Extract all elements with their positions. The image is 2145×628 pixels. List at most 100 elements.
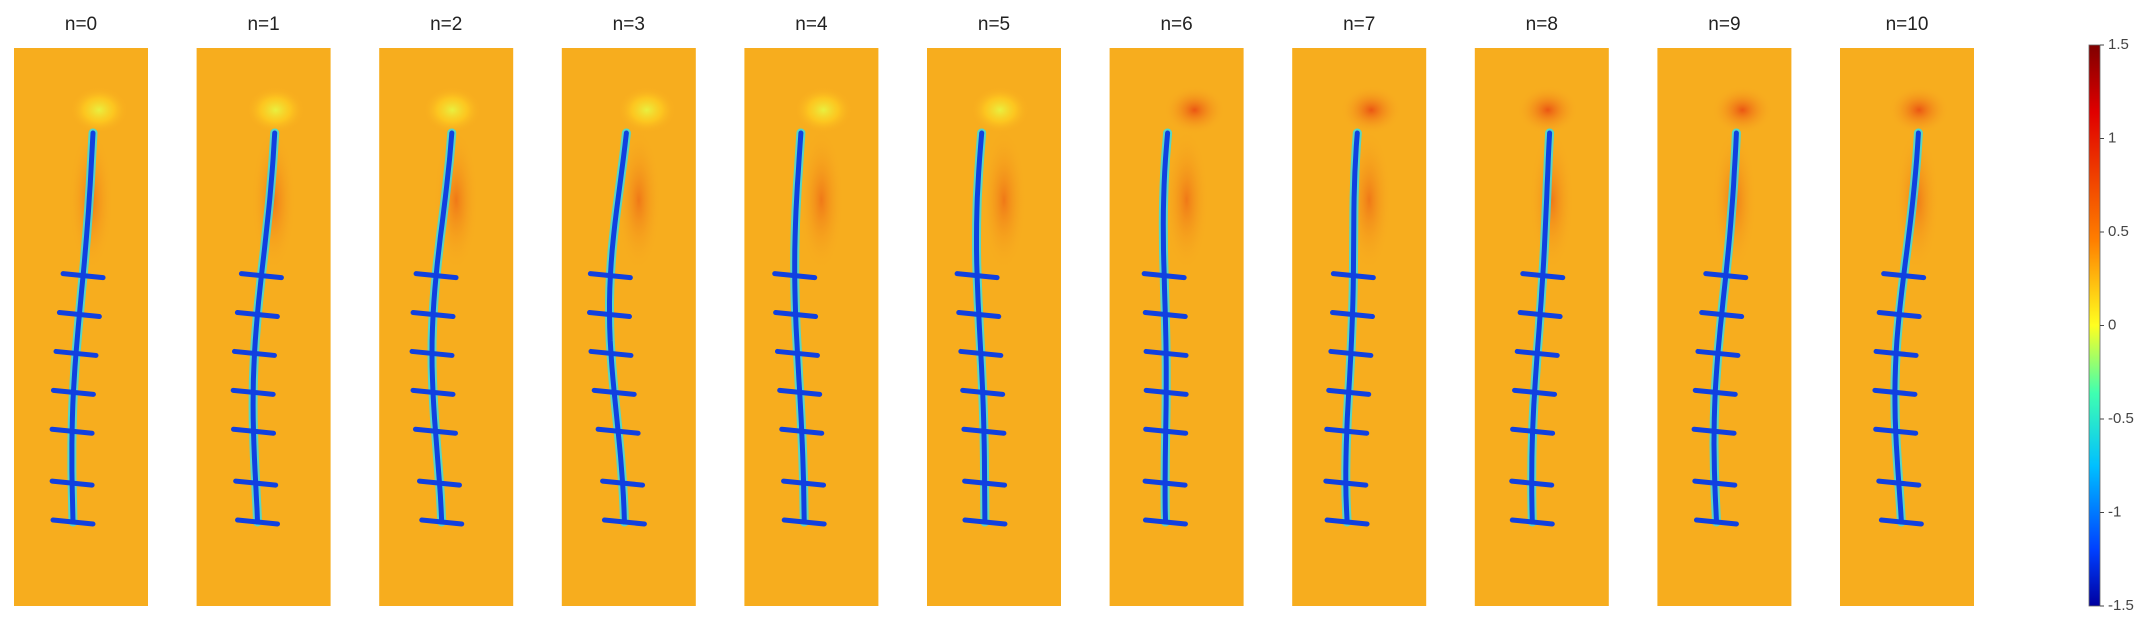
crossbar: [1881, 271, 1927, 281]
panel: [196, 48, 331, 606]
crossbar: [773, 310, 819, 320]
colorbar-tick-label: 1: [2108, 129, 2116, 146]
crossbar: [231, 426, 277, 436]
hot-spot: [970, 86, 1030, 134]
panel: [1657, 48, 1792, 606]
crossbar: [49, 478, 95, 488]
panel-title: n=7: [1343, 14, 1375, 35]
crossbar: [1517, 310, 1563, 320]
panel-title: n=3: [613, 14, 645, 35]
crossbar: [238, 271, 284, 281]
crossbar: [1872, 387, 1918, 397]
panel-title: n=2: [430, 14, 462, 35]
crossbar: [1873, 348, 1919, 358]
crossbar: [412, 426, 458, 436]
hot-spot: [1712, 86, 1773, 134]
crossbar: [235, 517, 281, 527]
crossbar: [779, 426, 825, 436]
crossbar: [1692, 387, 1738, 397]
colorbar-tick-label: -1.5: [2108, 597, 2134, 614]
crossbar: [772, 271, 818, 281]
crossbar: [961, 426, 1007, 436]
crossbar: [1143, 387, 1189, 397]
colorbar-tick-label: 0.5: [2108, 223, 2129, 240]
crossbar: [1699, 310, 1745, 320]
panel: [744, 48, 879, 606]
wake: [616, 130, 661, 270]
hot-spot: [69, 86, 129, 134]
hot-spot: [422, 86, 483, 134]
panel-title: n=9: [1708, 14, 1740, 35]
crossbar: [1143, 348, 1189, 358]
crossbar: [1326, 387, 1372, 397]
panel: [927, 48, 1061, 606]
crossbar: [962, 478, 1008, 488]
crossbar: [774, 348, 820, 358]
panel: [1292, 48, 1427, 606]
crossbar: [50, 387, 96, 397]
rod: [69, 130, 96, 525]
crossbar: [591, 387, 637, 397]
panel: [14, 48, 148, 606]
colorbar-tick-label: 0: [2108, 316, 2116, 333]
colorbar: [2088, 44, 2101, 607]
panel-title: n=5: [978, 14, 1010, 35]
wake: [799, 130, 844, 270]
crossbar: [230, 387, 276, 397]
crossbar: [1512, 387, 1558, 397]
wake: [1164, 130, 1209, 270]
panel-title: n=1: [247, 14, 279, 35]
crossbar: [1692, 478, 1738, 488]
crossbar: [1510, 426, 1556, 436]
rod: [974, 130, 988, 525]
crossbar: [1873, 426, 1919, 436]
crossbar: [954, 271, 1000, 281]
crossbar: [1142, 478, 1188, 488]
crossbar: [781, 478, 827, 488]
crossbar: [601, 517, 647, 527]
crossbar: [1693, 517, 1739, 527]
rod: [1160, 130, 1171, 525]
crossbar: [958, 348, 1004, 358]
crossbar: [413, 271, 459, 281]
crossbar: [410, 387, 456, 397]
hot-spot: [616, 86, 677, 134]
panel-title: n=6: [1160, 14, 1192, 35]
crossbar: [1328, 348, 1374, 358]
rod: [607, 130, 629, 525]
crossbar: [419, 517, 465, 527]
crossbar: [1141, 271, 1187, 281]
crossbar: [1330, 271, 1376, 281]
hot-spot: [1889, 86, 1949, 134]
crossbar: [409, 348, 455, 358]
crossbar: [586, 310, 632, 320]
crossbar: [1142, 310, 1188, 320]
colorbar-tick-label: -1: [2108, 503, 2121, 520]
crossbar: [1514, 348, 1560, 358]
rod: [1711, 130, 1739, 525]
hot-spot: [245, 86, 306, 134]
crossbar: [1876, 310, 1922, 320]
crossbar: [231, 348, 277, 358]
rod: [1343, 130, 1360, 525]
hot-spot: [1341, 86, 1402, 134]
panel: [561, 48, 696, 606]
crossbar: [1703, 271, 1749, 281]
crossbar: [1520, 271, 1566, 281]
crossbar: [1330, 310, 1376, 320]
colorbar-tick-label: 1.5: [2108, 36, 2129, 53]
crossbar: [962, 517, 1008, 527]
colorbar-tick-label: -0.5: [2108, 410, 2134, 427]
crossbar: [1324, 517, 1370, 527]
wake: [982, 130, 1026, 270]
panel: [1840, 48, 1974, 606]
rod: [792, 130, 807, 525]
rod: [1529, 130, 1553, 525]
crossbar: [416, 478, 462, 488]
crossbar: [234, 310, 280, 320]
crossbar: [1142, 517, 1188, 527]
crossbar: [1695, 348, 1741, 358]
crossbar: [56, 310, 102, 320]
crossbar: [960, 387, 1006, 397]
